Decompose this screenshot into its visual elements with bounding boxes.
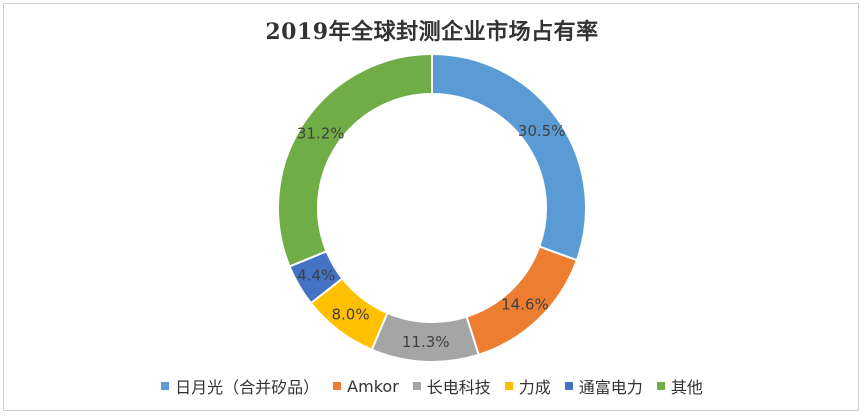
legend-item-0: 日月光（合并矽品） xyxy=(161,374,319,398)
data-label-3: 8.0% xyxy=(331,305,369,323)
legend-swatch-4 xyxy=(564,382,573,390)
legend-item-4: 通富电力 xyxy=(564,374,643,398)
legend-label-1: Amkor xyxy=(347,376,399,396)
legend-label-4: 通富电力 xyxy=(578,378,643,397)
legend-label-5: 其他 xyxy=(670,378,703,397)
legend-label-2: 长电科技 xyxy=(426,378,491,397)
legend-item-1: Amkor xyxy=(333,377,399,396)
legend-label-3: 力成 xyxy=(518,378,551,397)
legend-label-0: 日月光（合并矽品） xyxy=(175,378,320,397)
data-label-0: 30.5% xyxy=(518,122,566,140)
donut-segment-0 xyxy=(431,52,587,262)
legend-swatch-2 xyxy=(412,382,421,390)
donut-segment-5 xyxy=(277,52,433,268)
donut-segments xyxy=(277,52,587,363)
legend-swatch-3 xyxy=(504,382,513,390)
data-label-1: 14.6% xyxy=(501,296,549,314)
data-label-2: 11.3% xyxy=(402,333,450,351)
chart-legend: 日月光（合并矽品） Amkor 长电科技 力成 通富电力 其他 xyxy=(0,374,864,398)
chart-title: 2019年全球封测企业市场占有率 xyxy=(265,19,599,45)
legend-swatch-5 xyxy=(656,382,665,390)
legend-item-5: 其他 xyxy=(656,374,703,398)
legend-item-3: 力成 xyxy=(504,374,551,398)
data-label-5: 31.2% xyxy=(297,124,345,142)
legend-item-2: 长电科技 xyxy=(412,374,491,398)
donut-labels: 30.5% 14.6% 11.3% 8.0% 4.4% 31.2% xyxy=(297,122,566,351)
legend-swatch-0 xyxy=(161,382,170,390)
legend-swatch-1 xyxy=(333,382,342,390)
data-label-4: 4.4% xyxy=(297,266,335,284)
